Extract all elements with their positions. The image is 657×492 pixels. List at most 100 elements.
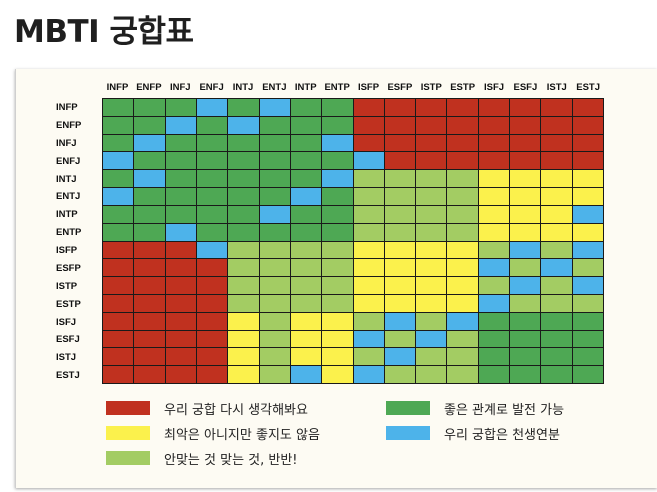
grid-cell [134, 170, 165, 188]
grid-cell [290, 348, 322, 366]
column-label: ISTP [420, 82, 442, 93]
grid-cell [322, 205, 353, 223]
grid-cell [510, 348, 541, 366]
grid-cell [541, 152, 572, 170]
grid-cell [572, 348, 603, 366]
grid-cell [384, 312, 416, 330]
grid-cell [290, 241, 322, 259]
grid-cell [416, 152, 447, 170]
grid-cell [259, 205, 290, 223]
grid-cell [196, 366, 228, 383]
grid-cell [165, 152, 196, 170]
grid-cell [572, 259, 603, 277]
grid-cell [228, 223, 259, 241]
grid-cell [322, 366, 353, 383]
grid-cell [165, 312, 196, 330]
grid-cell [165, 223, 196, 241]
grid-cell [290, 99, 322, 116]
grid-cell [384, 152, 416, 170]
grid-cell [572, 294, 603, 312]
grid-cell [478, 330, 510, 348]
grid-cell [447, 366, 478, 383]
grid-cell [416, 277, 447, 294]
grid-cell [353, 241, 384, 259]
legend-label: 최악은 아니지만 좋지도 않음 [164, 427, 320, 443]
grid-cell [510, 241, 541, 259]
grid-cell [510, 330, 541, 348]
grid-cell [384, 294, 416, 312]
grid-cell [322, 170, 353, 188]
column-label: INFJ [169, 82, 191, 93]
row-label: ENFP [56, 119, 82, 131]
grid-cell [447, 294, 478, 312]
grid-cell [572, 188, 603, 205]
grid-cell [353, 152, 384, 170]
grid-cell [290, 366, 322, 383]
grid-cell [572, 205, 603, 223]
grid-cell [134, 366, 165, 383]
grid-cell [384, 188, 416, 205]
grid-cell [290, 223, 322, 241]
grid-cell [384, 205, 416, 223]
grid-cell [103, 312, 134, 330]
grid-cell [541, 99, 572, 116]
legend-item: 좋은 관계로 발전 가능 [386, 399, 564, 418]
column-label: ESFJ [513, 82, 538, 93]
grid-cell [259, 241, 290, 259]
grid-cell [572, 152, 603, 170]
grid-cell [165, 330, 196, 348]
grid-cell [416, 99, 447, 116]
grid-cell [103, 259, 134, 277]
grid-cell [259, 99, 290, 116]
column-label: ESFP [387, 82, 413, 93]
grid-cell [353, 223, 384, 241]
grid-cell [259, 116, 290, 134]
column-label: INFP [106, 82, 129, 93]
grid-cell [322, 188, 353, 205]
grid-cell [103, 170, 134, 188]
grid-cell [384, 366, 416, 383]
grid-cell [416, 241, 447, 259]
grid-cell [290, 330, 322, 348]
grid-cell [290, 312, 322, 330]
legend-swatch [106, 401, 150, 415]
grid-cell [353, 116, 384, 134]
row-label: ENTP [56, 227, 82, 239]
grid-cell [541, 134, 572, 152]
grid-cell [103, 205, 134, 223]
column-label: INTP [294, 82, 317, 93]
grid-cell [322, 152, 353, 170]
grid-cell [572, 366, 603, 383]
grid-cell [134, 152, 165, 170]
grid-cell [510, 170, 541, 188]
grid-cell [103, 330, 134, 348]
grid-cell [134, 312, 165, 330]
grid-cell [134, 259, 165, 277]
grid-cell [259, 152, 290, 170]
grid-cell [572, 170, 603, 188]
row-label: ESFP [56, 262, 81, 274]
grid-cell [384, 277, 416, 294]
grid-cell [134, 348, 165, 366]
grid-cell [165, 134, 196, 152]
grid-cell [290, 116, 322, 134]
grid-cell [165, 241, 196, 259]
grid-cell [572, 330, 603, 348]
grid-cell [322, 223, 353, 241]
grid-cell [541, 223, 572, 241]
grid-cell [541, 205, 572, 223]
legend-label: 우리 궁합은 천생연분 [444, 427, 560, 443]
compatibility-chart: INFP ENFP INFJ ENFJ INTJ ENTJ INTP ENTP ISFP ESFP… [15, 69, 657, 488]
grid-cell [103, 223, 134, 241]
grid-cell [384, 259, 416, 277]
grid-cell [416, 259, 447, 277]
grid-cell [290, 188, 322, 205]
grid-cell [384, 116, 416, 134]
grid-cell [541, 348, 572, 366]
grid-cell [478, 223, 510, 241]
grid-cell [353, 348, 384, 366]
column-label: ESTP [450, 82, 476, 93]
grid-cell [259, 259, 290, 277]
grid-cell [447, 205, 478, 223]
grid-cell [447, 312, 478, 330]
